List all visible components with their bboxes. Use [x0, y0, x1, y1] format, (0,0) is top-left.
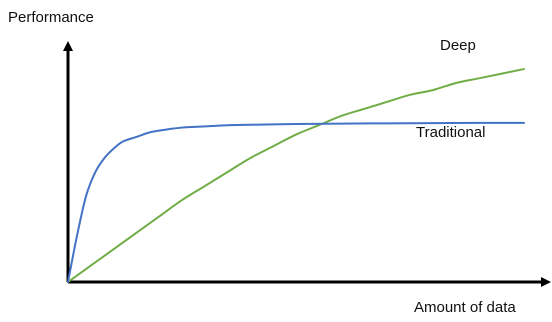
series-line-traditional: [67, 121, 525, 283]
series-label-deep: Deep: [440, 37, 476, 54]
x-axis-title: Amount of data: [414, 299, 516, 316]
series-line-deep: [67, 68, 525, 283]
series-group: [67, 68, 525, 283]
y-axis-title: Performance: [8, 9, 94, 26]
series-label-traditional: Traditional: [416, 124, 485, 141]
